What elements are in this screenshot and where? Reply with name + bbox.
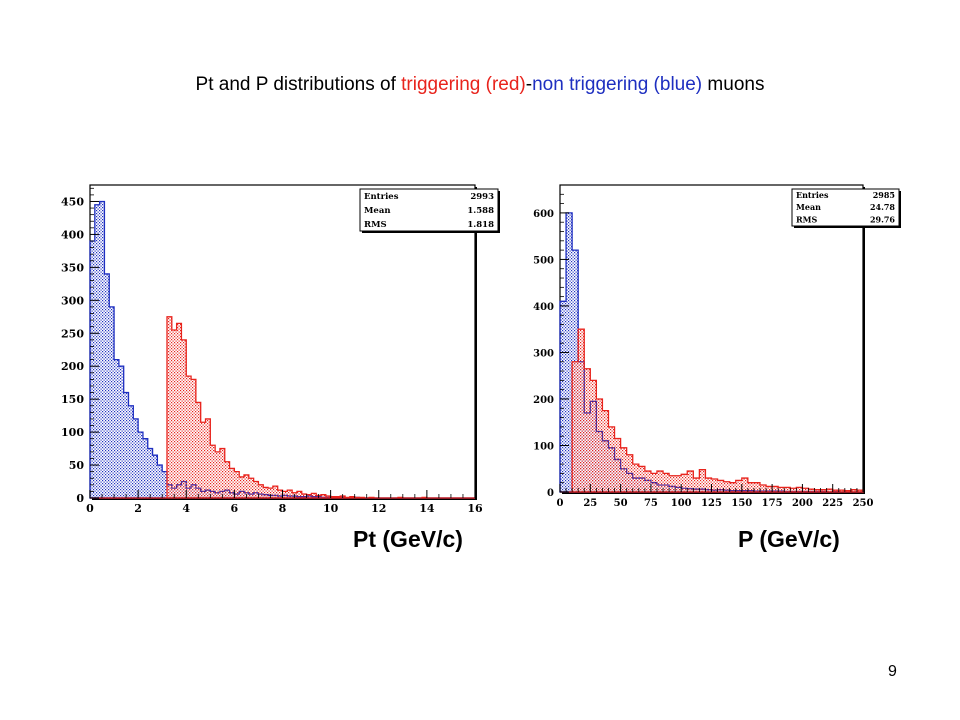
x-tick-label: 16: [467, 502, 483, 515]
x-tick-label: 2: [134, 502, 142, 515]
y-tick-label: 100: [61, 426, 84, 439]
stats-label: RMS: [364, 220, 387, 230]
x-tick-label: 75: [644, 498, 658, 509]
p-x-axis-label: P (GeV/c): [738, 526, 840, 552]
y-tick-label: 0: [547, 488, 554, 499]
page-number: 9: [888, 663, 897, 680]
title-prefix: Pt and P distributions of: [195, 74, 402, 95]
x-tick-label: 0: [86, 502, 94, 515]
x-tick-label: 175: [762, 498, 783, 509]
stats-label: Entries: [364, 192, 399, 202]
y-tick-label: 0: [76, 492, 84, 505]
y-tick-label: 300: [61, 294, 84, 307]
title-separator: -: [525, 74, 533, 95]
y-tick-label: 400: [533, 302, 554, 313]
stats-value: 1.588: [467, 206, 494, 216]
x-tick-label: 250: [853, 498, 874, 509]
y-tick-label: 50: [69, 459, 85, 472]
stats-box: [791, 188, 900, 227]
stats-value: 29.76: [870, 215, 895, 225]
y-tick-label: 200: [533, 395, 554, 406]
x-tick-label: 225: [822, 498, 843, 509]
stats-value: 1.818: [467, 220, 494, 230]
stats-label: RMS: [796, 215, 818, 225]
y-tick-label: 500: [533, 255, 554, 266]
stats-value: 2993: [470, 192, 494, 202]
x-tick-label: 150: [731, 498, 752, 509]
title-suffix: muons: [702, 74, 765, 95]
y-tick-label: 100: [533, 441, 554, 452]
stats-value: 24.78: [870, 202, 895, 212]
x-tick-label: 6: [231, 502, 239, 515]
x-tick-label: 14: [419, 502, 435, 515]
pt-x-axis-label: Pt (GeV/c): [353, 526, 463, 552]
x-tick-label: 10: [323, 502, 339, 515]
y-tick-label: 300: [533, 348, 554, 359]
y-tick-label: 400: [61, 228, 84, 241]
x-tick-label: 50: [614, 498, 628, 509]
y-tick-label: 200: [61, 360, 84, 373]
y-tick-label: 150: [61, 393, 84, 406]
title-blue-part: non triggering (blue): [532, 74, 703, 95]
x-tick-label: 0: [557, 498, 564, 509]
p-histogram: 0 25 50 75 100 125 150 175 200 225 250 0 100 200 300 40…: [533, 184, 901, 509]
stats-value: 2985: [873, 190, 895, 200]
stats-label: Mean: [796, 202, 821, 212]
stats-label: Entries: [796, 190, 829, 200]
y-tick-label: 250: [61, 327, 84, 340]
stats-label: Mean: [364, 206, 391, 216]
x-tick-label: 100: [671, 498, 692, 509]
triggering-histogram: [90, 316, 475, 499]
y-tick-label: 600: [533, 209, 554, 220]
x-tick-label: 8: [279, 502, 287, 515]
slide-title: Pt and P distributions of triggering (re…: [0, 74, 960, 96]
plot-frame: [89, 184, 476, 499]
title-red-part: triggering (red): [401, 74, 526, 95]
x-tick-label: 125: [701, 498, 722, 509]
x-tick-label: 25: [583, 498, 597, 509]
x-tick-label: 12: [371, 502, 386, 515]
pt-histogram: 0 2 4 6 8 10 12 14 16 0 50 100 150 200 250 300 350 400 450…: [61, 184, 500, 515]
x-tick-label: 200: [792, 498, 813, 509]
stats-box: [359, 188, 499, 232]
y-tick-label: 350: [61, 261, 84, 274]
x-tick-label: 4: [182, 502, 190, 515]
y-tick-label: 450: [61, 195, 84, 208]
